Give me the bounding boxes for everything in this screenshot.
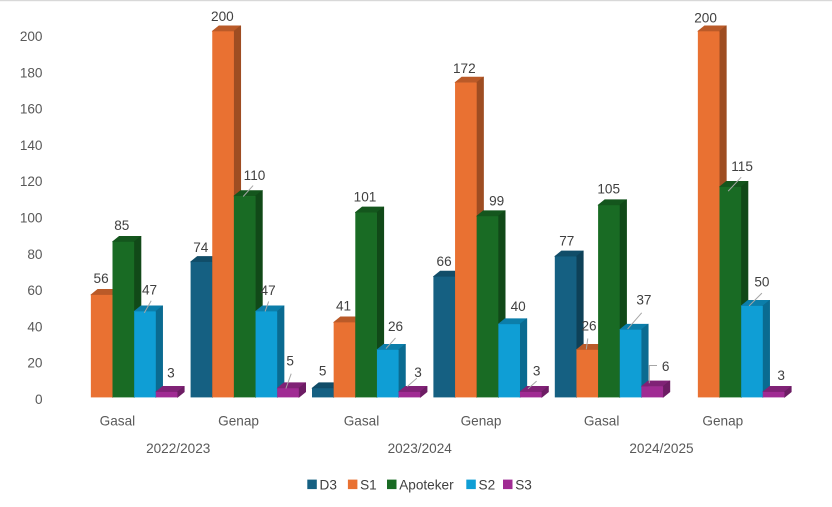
svg-text:6: 6: [662, 359, 670, 374]
svg-text:200: 200: [20, 29, 43, 44]
svg-text:40: 40: [511, 299, 527, 314]
svg-text:74: 74: [193, 240, 209, 255]
svg-text:S2: S2: [479, 477, 496, 492]
svg-text:100: 100: [20, 211, 43, 226]
svg-text:0: 0: [35, 392, 43, 407]
svg-text:160: 160: [20, 102, 43, 117]
svg-text:80: 80: [27, 247, 43, 262]
svg-text:180: 180: [20, 65, 43, 80]
svg-text:115: 115: [731, 159, 753, 174]
svg-text:99: 99: [489, 193, 504, 208]
svg-text:2023/2024: 2023/2024: [388, 441, 453, 456]
svg-text:50: 50: [754, 275, 770, 290]
svg-text:37: 37: [636, 293, 651, 308]
svg-text:3: 3: [533, 364, 541, 379]
svg-text:47: 47: [261, 283, 276, 298]
svg-text:Gasal: Gasal: [584, 414, 620, 429]
svg-text:S1: S1: [360, 477, 377, 492]
svg-text:D3: D3: [320, 477, 337, 492]
svg-text:Genap: Genap: [218, 414, 259, 429]
svg-text:56: 56: [94, 271, 109, 286]
svg-text:2022/2023: 2022/2023: [146, 441, 210, 456]
svg-text:2024/2025: 2024/2025: [629, 441, 693, 456]
svg-text:3: 3: [414, 365, 422, 380]
svg-text:3: 3: [167, 365, 175, 380]
svg-text:26: 26: [388, 319, 403, 334]
svg-text:140: 140: [20, 138, 43, 153]
svg-text:77: 77: [559, 233, 574, 248]
svg-text:26: 26: [581, 319, 596, 334]
svg-text:105: 105: [597, 182, 620, 197]
svg-text:41: 41: [336, 298, 351, 313]
svg-text:85: 85: [114, 218, 129, 233]
svg-text:Gasal: Gasal: [100, 414, 136, 429]
svg-text:Apoteker: Apoteker: [399, 477, 454, 492]
svg-text:3: 3: [777, 368, 785, 383]
svg-text:Gasal: Gasal: [344, 414, 380, 429]
svg-text:Genap: Genap: [461, 414, 502, 429]
svg-text:5: 5: [286, 354, 294, 369]
svg-text:Genap: Genap: [702, 414, 743, 429]
svg-text:5: 5: [319, 363, 327, 378]
svg-text:66: 66: [437, 254, 452, 269]
svg-text:200: 200: [211, 9, 234, 24]
svg-text:101: 101: [354, 190, 377, 205]
svg-text:60: 60: [27, 283, 43, 298]
svg-text:20: 20: [27, 356, 43, 371]
svg-text:172: 172: [453, 61, 476, 76]
svg-text:S3: S3: [515, 477, 532, 492]
svg-text:120: 120: [20, 174, 43, 189]
svg-text:110: 110: [244, 168, 266, 183]
svg-text:40: 40: [27, 319, 43, 334]
svg-text:200: 200: [694, 10, 717, 25]
svg-text:47: 47: [142, 282, 157, 297]
